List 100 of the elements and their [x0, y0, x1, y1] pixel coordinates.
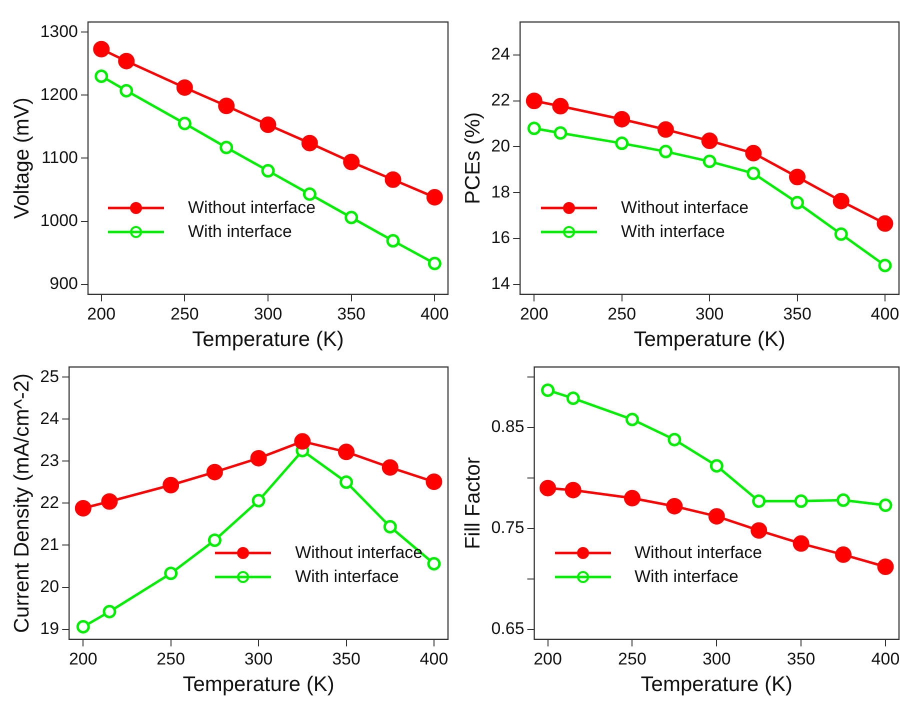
x-tick-label: 300 — [695, 304, 724, 324]
y-tick-label: 22 — [40, 492, 60, 512]
x-tick-label: 250 — [618, 649, 646, 668]
point — [384, 171, 402, 188]
point — [294, 433, 311, 450]
point — [876, 215, 894, 232]
y-tick-label: 1200 — [40, 84, 78, 104]
point — [745, 144, 762, 162]
x-tick-label: 300 — [244, 649, 273, 668]
point — [540, 480, 556, 496]
legend-label: With interface — [295, 567, 400, 588]
legend-label: Without interface — [295, 543, 423, 564]
y-axis-title: Fill Factor — [461, 457, 484, 550]
y-tick-label: 20 — [491, 136, 510, 156]
point — [76, 620, 90, 634]
point — [625, 412, 639, 426]
point — [218, 98, 235, 114]
point — [301, 134, 318, 152]
y-tick-label: 0.65 — [491, 619, 524, 638]
point — [836, 493, 850, 507]
point — [250, 450, 267, 466]
point — [176, 79, 193, 96]
point — [527, 122, 541, 136]
point — [526, 92, 542, 110]
y-tick-label: 900 — [50, 274, 78, 293]
point — [260, 116, 276, 134]
point — [746, 166, 760, 180]
point — [101, 493, 118, 510]
x-tick-label: 250 — [156, 649, 186, 668]
legend-label: Without interface — [621, 198, 749, 218]
x-tick-label: 400 — [420, 649, 448, 668]
point — [428, 256, 442, 270]
point — [877, 558, 894, 576]
point — [615, 136, 629, 150]
y-axis-title: Current Density (mA/cm^-2) — [10, 373, 34, 633]
x-axis-title: Temperature (K) — [640, 673, 793, 696]
point — [750, 522, 768, 539]
x-tick-label: 300 — [254, 304, 282, 324]
point — [666, 498, 683, 514]
point — [343, 154, 360, 170]
point — [710, 459, 724, 473]
legend-label: With interface — [634, 567, 738, 588]
x-tick-label: 350 — [337, 304, 366, 324]
point — [220, 140, 234, 154]
y-tick-label: 20 — [40, 576, 60, 596]
point — [427, 556, 441, 570]
y-tick-label: 24 — [40, 408, 60, 428]
point — [878, 498, 892, 512]
point — [834, 227, 848, 241]
x-tick-label: 200 — [520, 304, 548, 324]
point — [302, 187, 316, 201]
point — [338, 444, 355, 460]
point — [701, 132, 718, 150]
x-tick-label: 200 — [87, 304, 116, 324]
y-tick-label: 21 — [40, 534, 60, 554]
point — [74, 500, 92, 516]
point — [426, 474, 442, 490]
y-tick-label: 16 — [491, 228, 510, 248]
point — [564, 482, 582, 498]
x-tick-label: 350 — [786, 649, 816, 668]
x-tick-label: 250 — [170, 304, 199, 324]
y-tick-label: 1300 — [40, 22, 78, 41]
point — [118, 52, 135, 70]
point — [752, 494, 766, 508]
point — [426, 189, 443, 206]
point — [261, 164, 275, 178]
point — [658, 144, 672, 158]
point — [554, 126, 568, 140]
x-axis-title: Temperature (K) — [634, 328, 786, 352]
point — [382, 459, 398, 476]
point — [835, 546, 852, 563]
legend-label: Without interface — [188, 198, 316, 218]
x-tick-label: 400 — [871, 649, 900, 668]
point — [708, 508, 725, 525]
point — [383, 520, 397, 534]
y-tick-label: 19 — [40, 619, 60, 638]
point — [252, 494, 266, 508]
point — [94, 69, 108, 83]
x-tick-label: 350 — [783, 304, 812, 324]
y-tick-label: 0.85 — [491, 417, 524, 436]
point — [208, 533, 222, 547]
point — [120, 84, 134, 98]
x-tick-label: 350 — [332, 649, 360, 668]
point — [206, 464, 223, 480]
legend-label: With interface — [621, 222, 725, 242]
y-tick-label: 18 — [491, 182, 510, 202]
point — [832, 192, 850, 210]
legend-label: Without interface — [634, 543, 762, 564]
x-tick-label: 300 — [702, 649, 731, 668]
x-tick-label: 250 — [608, 304, 636, 324]
y-tick-label: 1100 — [41, 148, 78, 167]
point — [386, 234, 400, 248]
y-tick-label: 14 — [491, 274, 510, 293]
point — [162, 476, 180, 494]
x-tick-label: 200 — [68, 649, 98, 668]
y-axis-title: Voltage (mV) — [10, 98, 34, 219]
x-axis-title: Temperature (K) — [192, 328, 344, 352]
point — [657, 121, 674, 138]
y-tick-label: 24 — [491, 44, 510, 64]
point — [668, 432, 682, 446]
